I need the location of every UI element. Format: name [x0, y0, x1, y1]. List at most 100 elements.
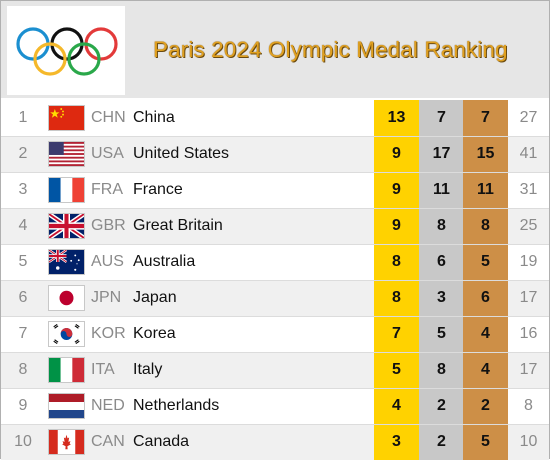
- olympic-rings-logo: [7, 6, 125, 95]
- row-divider: [1, 424, 549, 425]
- france-flag-icon: [48, 177, 85, 203]
- japan-flag-icon: [48, 285, 85, 311]
- page-title: Paris 2024 Olympic Medal Ranking: [153, 37, 508, 62]
- total-count: 16: [519, 325, 538, 342]
- bronze-count: 4: [463, 316, 508, 352]
- table-row: 1 CHN China 13 7 7 27: [1, 100, 549, 136]
- table-row: 3 FRA France 9 11 11 31: [1, 172, 549, 208]
- china-flag-icon: [48, 105, 85, 131]
- country-code: JPN: [91, 289, 122, 306]
- silver-count: 2: [419, 388, 464, 424]
- row-divider: [1, 208, 549, 209]
- country-name: Italy: [133, 361, 163, 378]
- total-count: 19: [519, 253, 538, 270]
- table-row: 5 AUS Australia 8 6 5 19: [1, 244, 549, 280]
- canada-flag-icon: [48, 429, 85, 455]
- silver-count: 5: [419, 316, 464, 352]
- table-row: 6 JPN Japan 8 3 6 17: [1, 280, 549, 316]
- bronze-count: 4: [463, 352, 508, 388]
- rank-cell: 5: [18, 253, 28, 270]
- country-code: AUS: [91, 253, 124, 270]
- country-code: KOR: [91, 325, 126, 342]
- country-code: FRA: [91, 181, 123, 198]
- bronze-count: 15: [463, 136, 508, 172]
- silver-count: 8: [419, 208, 464, 244]
- rank-cell: 8: [18, 361, 28, 378]
- table-row: 7 KOR Korea 7 5 4 16: [1, 316, 549, 352]
- country-code: NED: [91, 397, 125, 414]
- table-row: 9 NED Netherlands 4 2 2 8: [1, 388, 549, 424]
- rank-cell: 7: [18, 325, 28, 342]
- row-divider: [1, 280, 549, 281]
- bronze-count: 5: [463, 424, 508, 460]
- country-name: Japan: [133, 289, 177, 306]
- table-row: 2 USA United States 9 17 15 41: [1, 136, 549, 172]
- country-code: CHN: [91, 109, 126, 126]
- gold-count: 4: [374, 388, 419, 424]
- italy-flag-icon: [48, 357, 85, 383]
- country-name: Korea: [133, 325, 176, 342]
- korea-flag-icon: [48, 321, 85, 347]
- country-name: France: [133, 181, 183, 198]
- bronze-count: 2: [463, 388, 508, 424]
- header: Paris 2024 Olympic Medal Ranking: [1, 1, 549, 98]
- row-divider: [1, 172, 549, 173]
- table-row: 4 GBR Great Britain 9 8 8 25: [1, 208, 549, 244]
- table-row: 8 ITA Italy 5 8 4 17: [1, 352, 549, 388]
- rank-cell: 6: [18, 289, 28, 306]
- great-britain-flag-icon: [48, 213, 85, 239]
- silver-count: 6: [419, 244, 464, 280]
- total-count: 31: [519, 181, 538, 198]
- gold-count: 9: [374, 172, 419, 208]
- silver-count: 8: [419, 352, 464, 388]
- bronze-count: 8: [463, 208, 508, 244]
- rank-cell: 3: [18, 181, 28, 198]
- gold-count: 13: [374, 100, 419, 136]
- table-row: 10 CAN Canada 3 2 5 10: [1, 424, 549, 460]
- total-count: 17: [519, 289, 538, 306]
- bronze-count: 6: [463, 280, 508, 316]
- bronze-count: 7: [463, 100, 508, 136]
- country-code: CAN: [91, 433, 125, 450]
- rank-cell: 9: [18, 397, 28, 414]
- gold-count: 9: [374, 208, 419, 244]
- country-name: Great Britain: [133, 217, 223, 234]
- row-divider: [1, 352, 549, 353]
- usa-flag-icon: [48, 141, 85, 167]
- gold-count: 7: [374, 316, 419, 352]
- silver-count: 11: [419, 172, 464, 208]
- country-code: ITA: [91, 361, 115, 378]
- country-code: GBR: [91, 217, 126, 234]
- netherlands-flag-icon: [48, 393, 85, 419]
- bronze-count: 11: [463, 172, 508, 208]
- total-count: 41: [519, 145, 538, 162]
- rank-cell: 2: [18, 145, 28, 162]
- row-divider: [1, 388, 549, 389]
- country-name: United States: [133, 145, 230, 162]
- row-divider: [1, 244, 549, 245]
- total-count: 25: [519, 217, 538, 234]
- gold-count: 8: [374, 244, 419, 280]
- country-name: Australia: [133, 253, 196, 270]
- silver-count: 17: [419, 136, 464, 172]
- total-count: 27: [519, 109, 538, 126]
- gold-count: 8: [374, 280, 419, 316]
- gold-count: 9: [374, 136, 419, 172]
- australia-flag-icon: [48, 249, 85, 275]
- rank-cell: 1: [18, 109, 28, 126]
- silver-count: 3: [419, 280, 464, 316]
- total-count: 10: [519, 433, 538, 450]
- rank-cell: 10: [14, 433, 32, 450]
- gold-count: 5: [374, 352, 419, 388]
- rank-cell: 4: [18, 217, 28, 234]
- total-count: 8: [524, 397, 533, 414]
- bronze-count: 5: [463, 244, 508, 280]
- gold-count: 3: [374, 424, 419, 460]
- silver-count: 2: [419, 424, 464, 460]
- country-name: Netherlands: [133, 397, 220, 414]
- country-name: Canada: [133, 433, 190, 450]
- total-count: 17: [519, 361, 538, 378]
- row-divider: [1, 316, 549, 317]
- country-code: USA: [91, 145, 124, 162]
